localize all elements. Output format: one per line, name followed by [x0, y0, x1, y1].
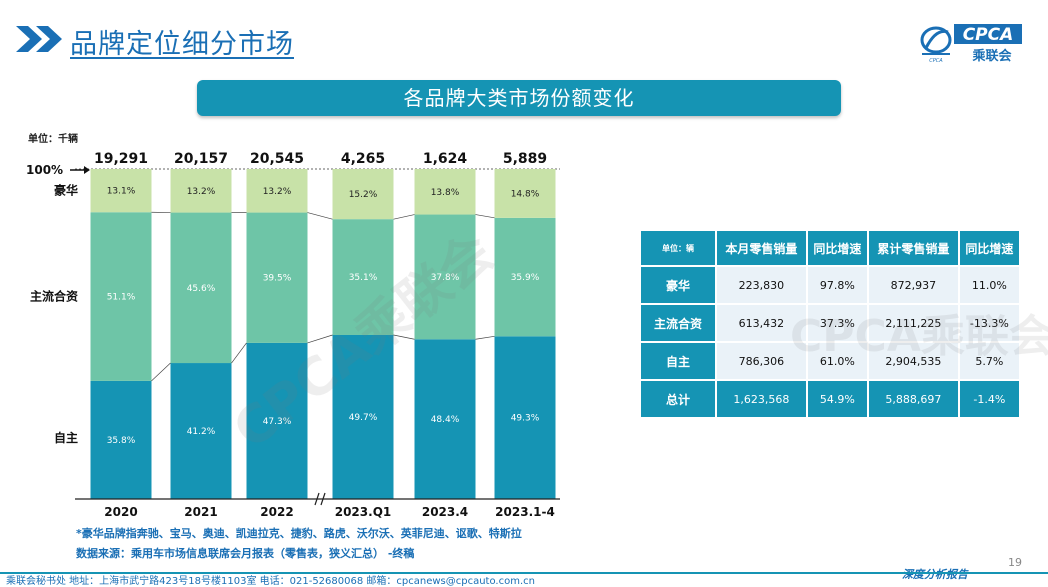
total-label: 4,265: [341, 151, 385, 167]
table-row: 主流合资 613,432 37.3% 2,111,225 -13.3%: [640, 304, 1020, 342]
data-label: 13.8%: [431, 188, 460, 198]
logo-small: CPCA: [929, 58, 943, 64]
data-label: 35.1%: [349, 273, 378, 283]
total-label: 1,624: [423, 151, 468, 167]
logo-text: CPCA: [963, 25, 1014, 45]
data-label: 49.7%: [349, 413, 378, 423]
header-ytd-growth: 同比增速: [959, 230, 1020, 266]
logo-mark: [922, 28, 950, 54]
connector-line: [394, 335, 415, 339]
header-ytd-sales: 累计零售销量: [868, 230, 959, 266]
cpca-logo: CPCA 乘联会 CPCA: [916, 18, 1026, 64]
row-label: 豪华: [640, 266, 716, 304]
table-cell: 5.7%: [959, 342, 1020, 380]
x-tick-label: 2023.Q1: [335, 505, 392, 519]
data-label: 35.8%: [107, 436, 136, 446]
footnote-luxury: *豪华品牌指奔驰、宝马、奥迪、凯迪拉克、捷豹、路虎、沃尔沃、英菲尼迪、讴歌、特斯…: [76, 525, 522, 541]
table-row-total: 总计 1,623,568 54.9% 5,888,697 -1.4%: [640, 380, 1020, 418]
table-cell: 5,888,697: [868, 380, 959, 418]
data-label: 41.2%: [187, 427, 216, 437]
table-row: 自主 786,306 61.0% 2,904,535 5.7%: [640, 342, 1020, 380]
page-number: 19: [1008, 556, 1022, 569]
data-label: 15.2%: [349, 190, 378, 200]
data-label: 39.5%: [263, 274, 292, 284]
data-label: 48.4%: [431, 415, 460, 425]
data-label: 49.3%: [511, 414, 540, 424]
table-header-row: 单位：辆 本月零售销量 同比增速 累计零售销量 同比增速: [640, 230, 1020, 266]
sales-table: 单位：辆 本月零售销量 同比增速 累计零售销量 同比增速 豪华 223,830 …: [639, 229, 1021, 419]
table-cell: 61.0%: [807, 342, 868, 380]
connector-line: [476, 336, 495, 339]
row-label: 主流合资: [640, 304, 716, 342]
y-marker-label: 100%: [26, 163, 63, 177]
data-label: 13.2%: [263, 187, 292, 197]
x-tick-label: 2021: [184, 505, 217, 519]
table-cell: 2,904,535: [868, 342, 959, 380]
table-cell: 1,623,568: [716, 380, 807, 418]
data-label: 35.9%: [511, 273, 540, 283]
table-cell: 2,111,225: [868, 304, 959, 342]
table-cell: 54.9%: [807, 380, 868, 418]
logo-sub: 乘联会: [971, 48, 1012, 64]
row-label: 总计: [640, 380, 716, 418]
total-label: 5,889: [503, 151, 547, 167]
series-name-label: 豪华: [54, 183, 78, 198]
connector-line: [476, 215, 495, 218]
data-label: 14.8%: [511, 189, 540, 199]
report-tag: 深度分析报告: [902, 566, 968, 582]
connector-line: [308, 335, 333, 343]
stacked-bar-chart: 35.8% 51.1% 13.1% 19,291 2020 41.2% 45.6% 13.2%…: [0, 140, 600, 520]
page-title: 品牌定位细分市场: [70, 22, 294, 61]
total-label: 20,157: [174, 151, 228, 167]
table-cell: 872,937: [868, 266, 959, 304]
table-cell: 223,830: [716, 266, 807, 304]
table-row: 豪华 223,830 97.8% 872,937 11.0%: [640, 266, 1020, 304]
table-cell: 786,306: [716, 342, 807, 380]
data-label: 13.2%: [187, 187, 216, 197]
header-monthly-sales: 本月零售销量: [716, 230, 807, 266]
header-monthly-growth: 同比增速: [807, 230, 868, 266]
x-tick-label: 2023.4: [422, 505, 468, 519]
table-cell: 37.3%: [807, 304, 868, 342]
series-name-label: 主流合资: [30, 289, 78, 304]
data-label: 13.1%: [107, 187, 136, 197]
row-label: 自主: [640, 342, 716, 380]
footer-contact: 乘联会秘书处 地址：上海市武宁路423号18号楼1103室 电话：021-526…: [6, 572, 535, 587]
footnote-source: 数据来源：乘用车市场信息联席会月报表（零售表，狭义汇总） -终稿: [76, 545, 414, 561]
table-cell: 613,432: [716, 304, 807, 342]
y-marker-arrowhead: [84, 166, 90, 174]
series-name-label: 自主: [54, 430, 78, 445]
table-cell: -1.4%: [959, 380, 1020, 418]
data-label: 45.6%: [187, 284, 216, 294]
table-unit: 单位：辆: [640, 230, 716, 266]
double-chevron-icon: [14, 24, 68, 54]
data-label: 51.1%: [107, 293, 136, 303]
connector-line: [394, 215, 415, 220]
x-tick-label: 2020: [104, 505, 137, 519]
table-cell: 11.0%: [959, 266, 1020, 304]
x-tick-label: 2023.1-4: [495, 505, 555, 519]
connector-line: [152, 363, 171, 381]
total-label: 20,545: [250, 151, 304, 167]
total-label: 19,291: [94, 151, 148, 167]
table-cell: -13.3%: [959, 304, 1020, 342]
table-cell: 97.8%: [807, 266, 868, 304]
connector-line: [232, 343, 247, 363]
connector-line: [308, 213, 333, 220]
chart-banner: 各品牌大类市场份额变化: [197, 80, 841, 116]
x-tick-label: 2022: [260, 505, 293, 519]
data-label: 47.3%: [263, 417, 292, 427]
data-label: 37.8%: [431, 273, 460, 283]
